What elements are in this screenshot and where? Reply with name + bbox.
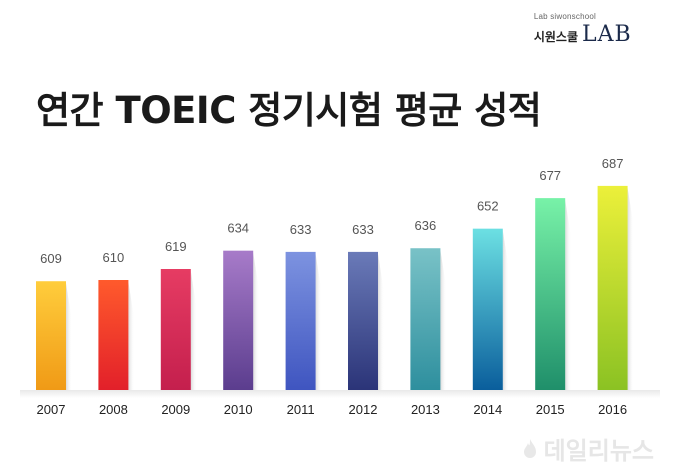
bar-2015 [535, 198, 566, 390]
brand-row: 시원스쿨 LAB [534, 22, 658, 47]
category-label: 2013 [411, 402, 440, 417]
category-label: 2008 [99, 402, 128, 417]
bar-shadow [440, 250, 447, 390]
brand-subtitle: Lab siwonschool [533, 12, 596, 21]
value-label: 610 [103, 250, 125, 265]
bar-shadow [190, 271, 197, 390]
bar-2007 [36, 281, 66, 390]
bar-2016 [597, 185, 628, 390]
value-label: 687 [602, 156, 624, 171]
bar-2014 [472, 228, 503, 390]
watermark-text: 데일리뉴스 [543, 437, 654, 465]
bar-shadow [128, 282, 135, 390]
brand-korean-name: 시원스쿨 [533, 30, 579, 44]
bar-2013 [410, 248, 441, 390]
chart-title: 연간 TOEIC 정기시험 평균 성적 [36, 89, 542, 132]
category-label: 2012 [349, 402, 378, 417]
category-label: 2014 [473, 402, 502, 417]
category-label: 2007 [37, 402, 66, 417]
flame-icon [523, 438, 536, 458]
bar-2009 [160, 269, 191, 390]
bar-shadow [565, 200, 572, 390]
bar-2010 [223, 250, 254, 390]
brand-lab-wordmark: LAB [582, 22, 632, 47]
value-label: 677 [539, 168, 561, 183]
bar-shadow [315, 253, 322, 390]
value-label: 636 [415, 218, 437, 233]
value-label: 633 [290, 222, 312, 237]
brand-logo: Lab siwonschool 시원스쿨 LAB [534, 12, 658, 47]
category-label: 2016 [598, 402, 627, 417]
bar-shadow [378, 253, 384, 390]
watermark: 데일리뉴스 [522, 431, 654, 466]
chart-floor [20, 390, 660, 398]
value-label: 609 [40, 251, 62, 266]
bar-2011 [285, 251, 316, 390]
value-label: 634 [227, 221, 249, 236]
bar-shadow [66, 283, 72, 390]
category-label: 2010 [224, 402, 253, 417]
value-label: 652 [477, 199, 499, 214]
bar-shadow [627, 187, 634, 390]
category-label: 2015 [536, 402, 565, 417]
category-label: 2009 [161, 402, 190, 417]
bar-2012 [348, 251, 378, 390]
bar-shadow [253, 252, 260, 390]
category-label: 2011 [287, 402, 315, 417]
bar-2008 [98, 280, 129, 390]
value-label: 619 [165, 239, 187, 254]
value-label: 633 [352, 222, 374, 237]
bar-shadow [502, 230, 509, 390]
